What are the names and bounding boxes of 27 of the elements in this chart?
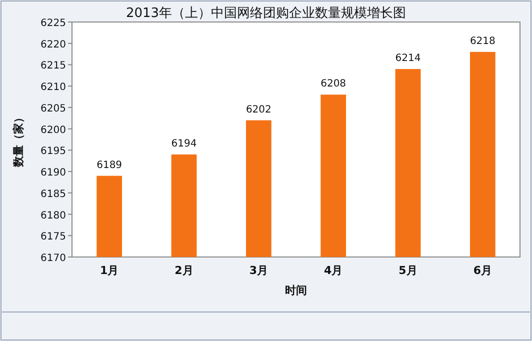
- data-label: 6214: [395, 53, 421, 64]
- y-tick-label: 6195: [40, 146, 66, 158]
- y-tick-label: 6190: [40, 168, 66, 179]
- x-tick-label: 1月: [100, 264, 119, 277]
- x-tick-label: 4月: [324, 264, 343, 277]
- y-tick-label: 6220: [40, 39, 66, 50]
- xlabel: 时间: [285, 284, 307, 297]
- y-tick-label: 6175: [40, 232, 66, 243]
- x-tick-label: 3月: [249, 264, 268, 277]
- data-label: 6208: [320, 78, 346, 90]
- y-tick-label: 6200: [40, 124, 66, 136]
- y-tick-label: 6225: [40, 18, 66, 29]
- data-label: 6189: [96, 160, 122, 171]
- x-tick-label: 5月: [398, 264, 418, 277]
- data-label: 6194: [171, 138, 197, 150]
- y-tick-label: 6180: [40, 210, 66, 222]
- ylabel: 数量（家）: [12, 112, 25, 167]
- data-label: 6218: [470, 36, 496, 47]
- y-tick-label: 6170: [40, 253, 66, 264]
- y-tick-label: 6215: [40, 60, 66, 72]
- y-tick-label: 6205: [40, 103, 66, 114]
- x-tick-label: 6月: [473, 264, 492, 277]
- x-tick-label: 2月: [174, 264, 194, 277]
- y-tick-label: 6210: [40, 82, 66, 94]
- title: 2013年（上）中国网络团购企业数量规模增长图: [126, 6, 406, 21]
- data-label: 6202: [246, 104, 272, 116]
- y-tick-label: 6185: [40, 188, 66, 200]
